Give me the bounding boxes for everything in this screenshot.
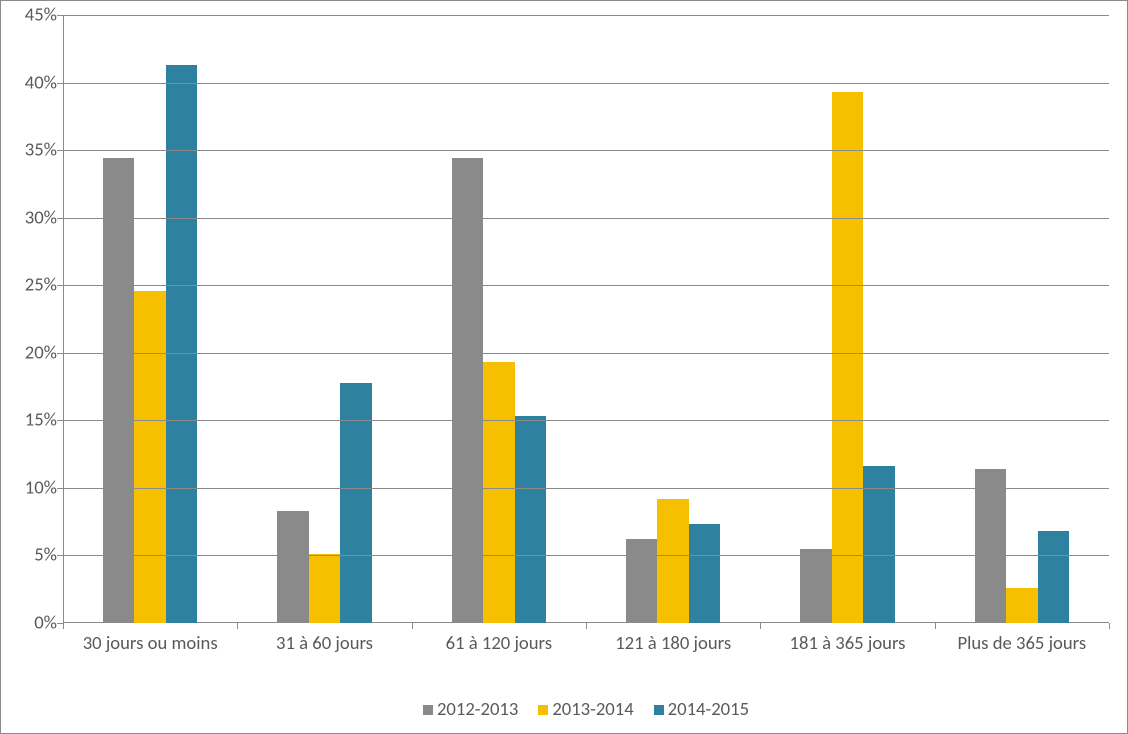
legend-swatch	[423, 705, 433, 715]
bar	[800, 549, 831, 623]
bar-chart: 0% 5% 10% 15% 20% 25% 30% 35% 40% 45% 30 jours ou…	[0, 0, 1128, 734]
bar	[1006, 588, 1037, 623]
y-tick-label: 30%	[0, 206, 63, 229]
x-tick-label: 31 à 60 jours	[237, 633, 411, 654]
bar	[166, 65, 197, 623]
x-tick-label: 121 à 180 jours	[586, 633, 760, 654]
y-tick-label: 35%	[0, 139, 63, 162]
bars-layer	[63, 15, 1109, 623]
bar	[309, 554, 340, 623]
y-axis-labels: 0%5%10%15%20%25%30%35%40%45%	[1, 15, 63, 623]
y-tick-label: 45%	[0, 4, 63, 27]
gridline	[63, 420, 1109, 421]
legend-item: 2013-2014	[538, 698, 633, 721]
plot-area	[63, 15, 1109, 623]
x-tick	[1109, 623, 1110, 629]
bar	[452, 158, 483, 623]
bar	[277, 511, 308, 623]
x-tick-label: 181 à 365 jours	[760, 633, 934, 654]
bar	[1038, 531, 1069, 623]
bar	[689, 524, 720, 623]
legend-swatch	[654, 705, 664, 715]
y-tick-label: 15%	[0, 409, 63, 432]
legend-label: 2013-2014	[552, 698, 633, 721]
bar	[832, 92, 863, 623]
legend-label: 2014-2015	[668, 698, 749, 721]
gridline	[63, 83, 1109, 84]
gridline	[63, 555, 1109, 556]
bar	[483, 362, 514, 623]
y-tick-label: 40%	[0, 71, 63, 94]
bar	[103, 158, 134, 623]
gridline	[63, 218, 1109, 219]
bar	[134, 291, 165, 623]
gridline	[63, 353, 1109, 354]
gridline	[63, 15, 1109, 16]
x-axis-labels: 30 jours ou moins31 à 60 jours61 à 120 j…	[63, 629, 1109, 683]
bar	[975, 469, 1006, 623]
y-tick-label: 20%	[0, 341, 63, 364]
legend-item: 2014-2015	[654, 698, 749, 721]
bar	[515, 416, 546, 623]
bar	[863, 466, 894, 623]
x-tick-label: 30 jours ou moins	[63, 633, 237, 654]
gridline	[63, 285, 1109, 286]
legend-item: 2012-2013	[423, 698, 518, 721]
bar	[340, 383, 371, 623]
x-tick-label: 61 à 120 jours	[412, 633, 586, 654]
gridline	[63, 488, 1109, 489]
bar	[626, 539, 657, 623]
gridline	[63, 150, 1109, 151]
y-tick-label: 10%	[0, 476, 63, 499]
legend: 2012-2013 2013-2014 2014-2015	[63, 698, 1109, 721]
legend-swatch	[538, 705, 548, 715]
y-tick-label: 5%	[0, 544, 63, 567]
bar	[657, 499, 688, 623]
legend-label: 2012-2013	[437, 698, 518, 721]
x-tick-label: Plus de 365 jours	[935, 633, 1109, 654]
y-tick-label: 0%	[0, 612, 63, 635]
y-tick-label: 25%	[0, 274, 63, 297]
